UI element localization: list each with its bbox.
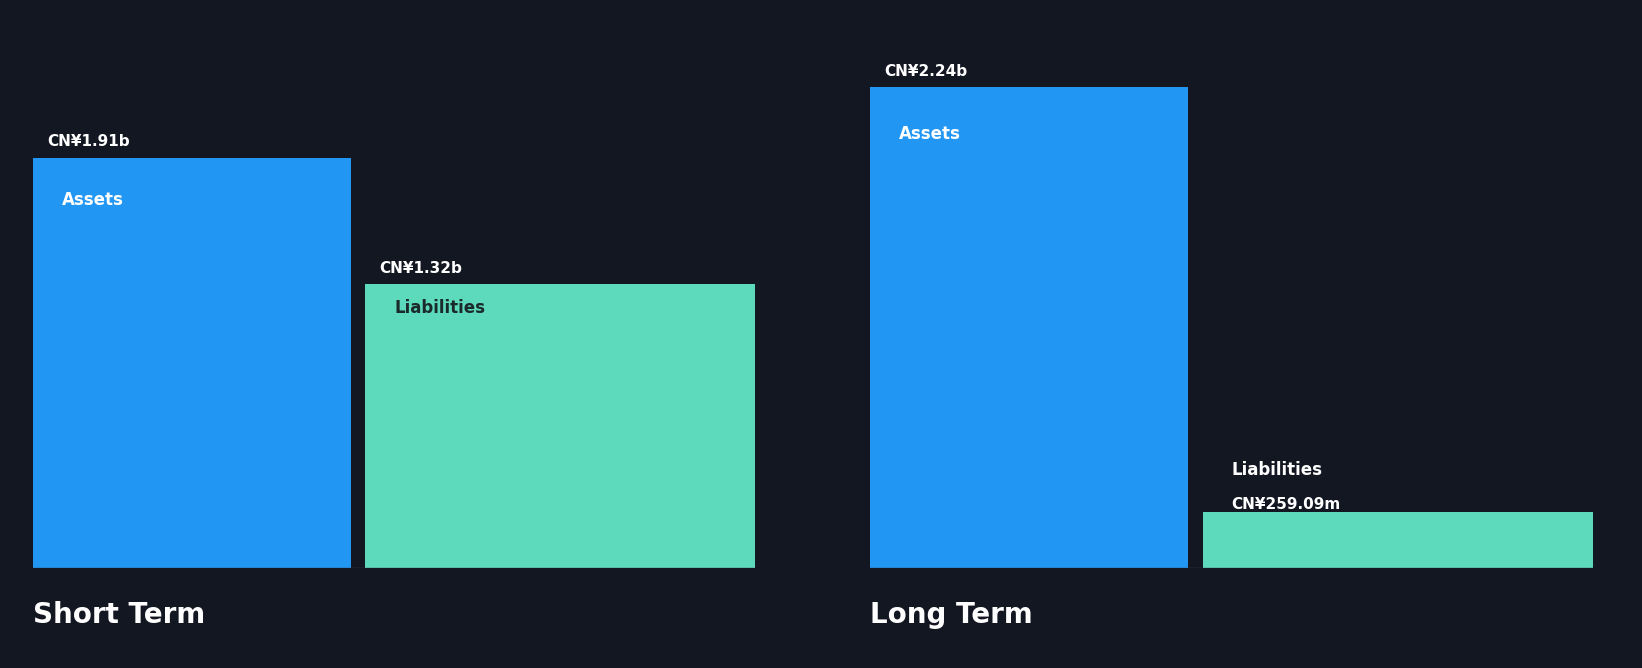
Text: CN¥2.24b: CN¥2.24b — [885, 63, 967, 79]
Text: CN¥1.32b: CN¥1.32b — [379, 261, 463, 276]
Text: CN¥1.91b: CN¥1.91b — [48, 134, 130, 150]
Bar — [870, 87, 1189, 568]
Bar — [1202, 512, 1593, 568]
Text: Liabilities: Liabilities — [1232, 460, 1322, 478]
Bar — [365, 285, 755, 568]
Text: Short Term: Short Term — [33, 601, 205, 629]
Text: CN¥259.09m: CN¥259.09m — [1232, 497, 1342, 512]
Text: Liabilities: Liabilities — [394, 299, 484, 317]
Text: Assets: Assets — [62, 190, 123, 208]
Text: Long Term: Long Term — [870, 601, 1033, 629]
Text: Assets: Assets — [900, 126, 961, 144]
Bar — [33, 158, 351, 568]
